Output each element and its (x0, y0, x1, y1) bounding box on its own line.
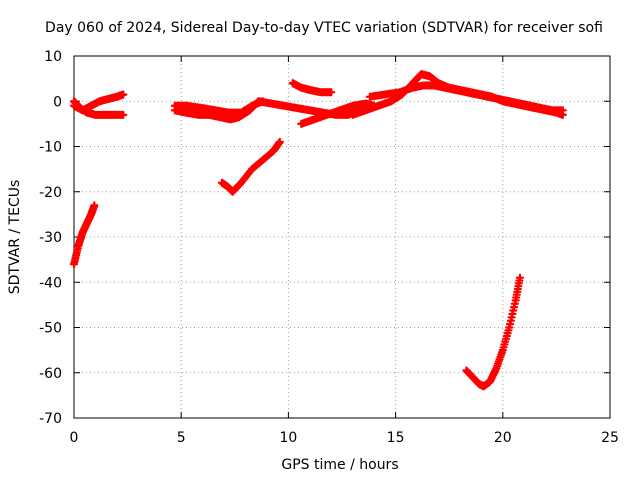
data-marks (69, 70, 567, 391)
data-point (119, 90, 128, 99)
y-tick-label: -30 (39, 230, 62, 246)
series-arc-1 (69, 201, 99, 269)
data-point (275, 137, 284, 147)
chart-title: Day 060 of 2024, Sidereal Day-to-day VTE… (45, 20, 603, 36)
data-point (558, 110, 567, 119)
y-tick-label: 10 (44, 49, 62, 65)
series-arc-10 (348, 70, 567, 119)
series-arc-5 (170, 97, 267, 117)
data-point (258, 97, 267, 106)
x-tick-label: 15 (387, 430, 405, 446)
data-point (90, 201, 99, 210)
x-tick-label: 25 (601, 430, 619, 446)
y-tick-label: -20 (39, 185, 62, 201)
x-tick-label: 5 (177, 430, 186, 446)
data-point (515, 273, 525, 282)
y-tick-label: -40 (39, 275, 62, 291)
y-tick-label: -50 (39, 321, 62, 337)
y-tick-label: -10 (39, 140, 62, 156)
axis-ticks: 0 5 10 15 20 25 10 0 -10 -20 -30 -40 -50 -60 -70 (39, 49, 619, 446)
series-arc-7 (288, 79, 336, 97)
y-tick-label: -70 (39, 411, 62, 427)
data-point (327, 88, 336, 97)
y-axis-label: SDTVAR / TECUs (7, 180, 23, 295)
series-arc-6 (217, 137, 284, 196)
y-tick-label: 0 (53, 94, 62, 110)
x-tick-label: 20 (494, 430, 512, 446)
x-tick-label: 10 (279, 430, 297, 446)
x-axis-label: GPS time / hours (281, 457, 398, 473)
grid (74, 56, 610, 418)
x-tick-label: 0 (70, 430, 79, 446)
data-point (119, 110, 128, 119)
series-arc-3 (69, 90, 128, 115)
y-tick-label: -60 (39, 366, 62, 382)
series-arc-11 (462, 273, 525, 391)
